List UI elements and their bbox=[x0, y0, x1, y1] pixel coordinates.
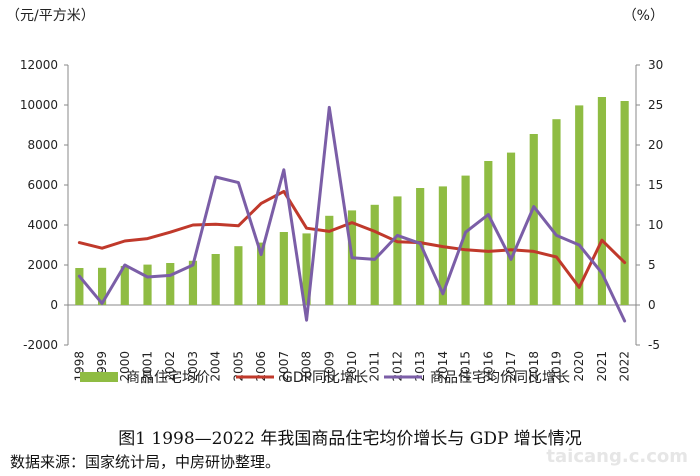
right-tick-label: 20 bbox=[648, 138, 663, 152]
x-tick-label: 2022 bbox=[618, 351, 632, 382]
right-axis-unit: （%） bbox=[623, 8, 664, 24]
price-bar bbox=[234, 246, 243, 305]
price-bar bbox=[484, 161, 493, 305]
price-bar bbox=[257, 242, 266, 305]
x-tick-label: 2006 bbox=[254, 351, 268, 382]
x-tick-label: 2008 bbox=[300, 351, 314, 382]
x-tick-label: 2007 bbox=[277, 351, 291, 382]
x-tick-label: 2019 bbox=[549, 351, 563, 382]
price-bar bbox=[552, 119, 561, 305]
price-bar bbox=[211, 254, 220, 305]
x-tick-labels: 1998 1999 2000 2001 2002 2003 2004 2005 2006 2007… bbox=[72, 351, 631, 382]
x-tick-label: 2009 bbox=[322, 351, 336, 382]
x-tick-label: 2003 bbox=[186, 351, 200, 382]
price-bar bbox=[620, 101, 629, 305]
gdp-growth-line bbox=[77, 189, 627, 289]
x-tick-label: 2018 bbox=[527, 351, 541, 382]
legend-label: 商品住宅均价 bbox=[126, 370, 210, 386]
price-bar bbox=[143, 264, 152, 305]
legend-swatch-bar bbox=[80, 372, 118, 382]
x-tick-label: 2017 bbox=[504, 351, 518, 382]
x-tick-label: 2016 bbox=[481, 351, 495, 382]
x-tick-label: 2012 bbox=[390, 351, 404, 382]
figure-caption: 图1 1998—2022 年我国商品住宅均价增长与 GDP 增长情况 bbox=[118, 429, 582, 449]
left-tick-label: 10000 bbox=[20, 98, 58, 112]
price-bar bbox=[166, 263, 175, 305]
x-tick-label: 2005 bbox=[231, 351, 245, 382]
price-bar bbox=[75, 268, 84, 305]
price-bar bbox=[393, 196, 402, 305]
price-bar bbox=[97, 267, 107, 305]
price-growth-line bbox=[77, 105, 627, 323]
x-tick-label: 2014 bbox=[436, 351, 450, 382]
legend: 商品住宅均价 GDP同比增长 商品住宅均价同比增长 bbox=[80, 370, 570, 386]
right-tick-label: 25 bbox=[648, 98, 663, 112]
bar-series bbox=[75, 97, 629, 306]
price-bar bbox=[529, 134, 538, 305]
chart-canvas: （元/平方米） （%） -2000 0 2000 4000 6000 8000 10000 1… bbox=[6, 8, 664, 386]
x-tick-label: 2013 bbox=[413, 351, 427, 382]
legend-label: 商品住宅均价同比增长 bbox=[430, 370, 570, 386]
price-bar bbox=[575, 105, 584, 306]
x-tick-label: 2001 bbox=[141, 351, 155, 382]
left-tick-label: 12000 bbox=[20, 58, 58, 72]
price-bar bbox=[325, 215, 334, 305]
x-tick-label: 2011 bbox=[368, 351, 382, 382]
source-note: 数据来源：国家统计局，中房研协整理。 bbox=[10, 453, 281, 471]
watermark: taicang.c.com bbox=[546, 446, 688, 467]
right-tick-label: -5 bbox=[648, 338, 660, 352]
left-tick-label: 0 bbox=[50, 298, 58, 312]
x-tick-label: 2021 bbox=[595, 351, 609, 382]
right-tick-label: 15 bbox=[648, 178, 663, 192]
x-tick-label: 2000 bbox=[118, 351, 132, 382]
legend-label: GDP同比增长 bbox=[282, 370, 368, 386]
price-bar bbox=[279, 232, 288, 305]
x-tick-label: 2020 bbox=[572, 351, 586, 382]
right-tick-label: 30 bbox=[648, 58, 663, 72]
x-tick-label: 2004 bbox=[209, 351, 223, 382]
left-tick-label: 2000 bbox=[27, 258, 58, 272]
price-bar bbox=[302, 233, 311, 305]
price-bar bbox=[461, 175, 470, 305]
line-series bbox=[77, 105, 627, 323]
x-tick-label: 2002 bbox=[163, 351, 177, 382]
right-tick-label: 5 bbox=[648, 258, 656, 272]
x-tick-label: 2010 bbox=[345, 351, 359, 382]
left-axis-unit: （元/平方米） bbox=[6, 8, 95, 24]
right-tick-label: 0 bbox=[648, 298, 656, 312]
left-tick-label: 8000 bbox=[27, 138, 58, 152]
left-tick-label: 4000 bbox=[27, 218, 58, 232]
axes: -2000 0 2000 4000 6000 8000 10000 12000 -5 0 5 10 15… bbox=[20, 58, 663, 352]
price-bar bbox=[506, 152, 516, 305]
price-bar bbox=[370, 204, 379, 305]
price-bar bbox=[597, 97, 607, 305]
left-tick-label: -2000 bbox=[23, 338, 58, 352]
left-tick-label: 6000 bbox=[27, 178, 58, 192]
price-bar bbox=[188, 260, 198, 305]
x-tick-label: 2015 bbox=[459, 351, 473, 382]
price-bar bbox=[120, 266, 129, 305]
right-tick-label: 10 bbox=[648, 218, 663, 232]
